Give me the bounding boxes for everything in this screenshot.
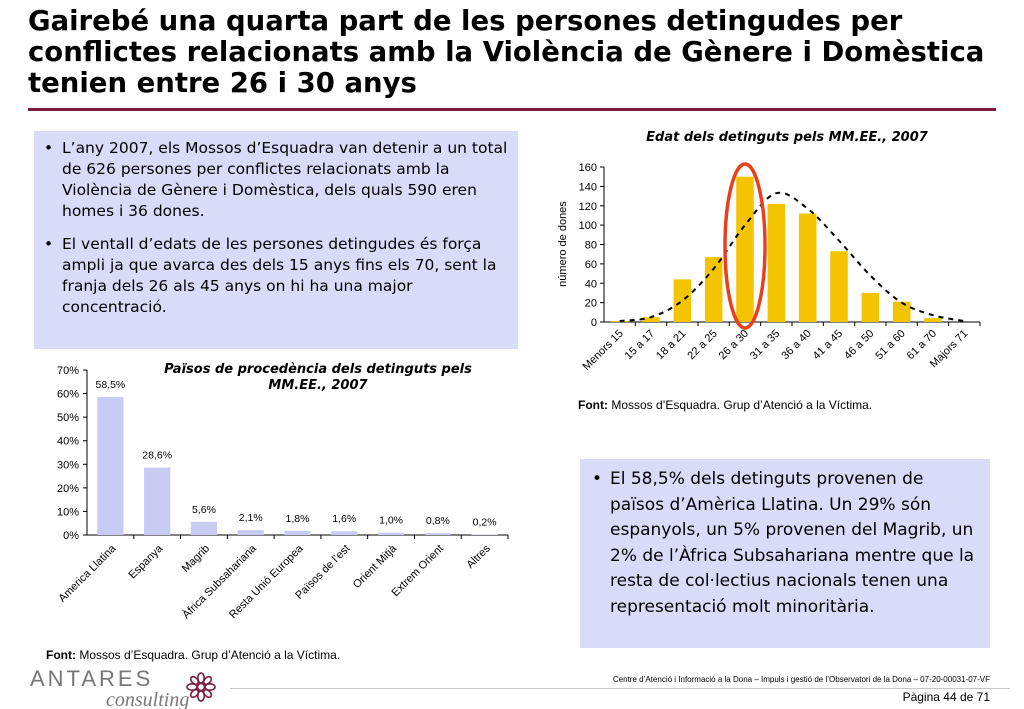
country-y-tick-label: 0% — [63, 530, 79, 542]
bullet-item: • El ventall d’edats de les persones deti… — [40, 234, 510, 318]
age-bar — [673, 279, 692, 322]
page-title: Gairebé una quarta part de les persones … — [28, 5, 985, 99]
summary-text-box: • L’any 2007, els Mossos d’Esquadra van d… — [34, 131, 518, 349]
age-trend-curve — [619, 191, 965, 323]
country-y-tick-label: 40% — [57, 436, 79, 448]
highlight-ellipse — [723, 162, 767, 330]
country-bar — [377, 532, 405, 535]
country-chart-source: Font: Mossos d’Esquadra. Grup d’Atenció … — [46, 648, 340, 662]
age-bar — [892, 301, 911, 322]
age-bar — [830, 251, 848, 322]
country-y-tick-label: 10% — [57, 506, 79, 518]
country-x-tick-label: Magrib — [180, 543, 212, 575]
age-y-tick-label: 40 — [585, 278, 597, 290]
bullet-icon: • — [44, 235, 54, 253]
country-data-label: 0,8% — [426, 515, 450, 527]
source-label: Font: — [46, 648, 76, 662]
country-data-label: 58,5% — [95, 379, 125, 391]
country-data-label: 0,2% — [473, 517, 497, 529]
country-bar — [331, 531, 358, 535]
age-y-tick-label: 60 — [585, 259, 597, 271]
age-bar — [610, 321, 629, 322]
country-y-tick-label: 30% — [57, 459, 79, 471]
age-bar — [861, 292, 880, 322]
age-bar — [736, 176, 754, 322]
age-chart-title: Edat dels detinguts pels MM.EE., 2007 — [646, 130, 929, 145]
country-data-label: 28,6% — [142, 450, 172, 462]
country-bar — [424, 533, 451, 535]
country-bar — [190, 521, 218, 535]
source-label: Font: — [578, 398, 608, 412]
country-x-tick-label: America Llatina — [56, 542, 119, 605]
country-bar — [144, 467, 171, 535]
age-y-tick-label: 100 — [579, 220, 597, 232]
footer-divider — [230, 688, 1010, 689]
age-y-axis-label: número de dones — [557, 201, 569, 287]
country-data-label: 1,6% — [332, 513, 356, 525]
age-y-tick-label: 0 — [591, 317, 597, 329]
bullet-text: El ventall d’edats de les persones detin… — [62, 235, 497, 316]
title-divider — [28, 108, 996, 111]
age-bar — [767, 203, 786, 322]
country-y-tick-label: 50% — [57, 412, 79, 424]
bullet-icon: • — [592, 469, 603, 489]
source-text: Mossos d’Esquadra. Grup d’Atenció a la V… — [75, 648, 341, 662]
flower-logo-icon — [186, 672, 216, 702]
country-bar — [284, 530, 311, 535]
country-bar — [237, 530, 264, 535]
country-data-label: 1,8% — [286, 513, 310, 525]
age-y-tick-label: 140 — [579, 181, 597, 193]
country-y-tick-label: 60% — [57, 389, 79, 401]
origin-text-box: • El 58,5% dels detinguts provenen de paï… — [580, 459, 990, 648]
age-bar — [798, 213, 817, 322]
bullet-item: • L’any 2007, els Mossos d’Esquadra van d… — [40, 138, 510, 222]
bullet-text: L’any 2007, els Mossos d’Esquadra van de… — [62, 139, 508, 220]
country-chart-title: Països de procedència dels detinguts pel… — [164, 362, 472, 393]
country-x-tick-label: Espanya — [127, 542, 166, 581]
country-y-tick-label: 20% — [57, 483, 79, 495]
age-chart-source: Font: Mossos d’Esquadra. Grup d’Atenció … — [578, 398, 872, 412]
footer-text: Centre d’Atenció i Informació a la Dona … — [612, 675, 990, 684]
logo-wordmark: ANTARES — [30, 666, 154, 691]
company-logo: ANTARES consulting — [30, 668, 189, 709]
country-data-label: 2,1% — [239, 512, 263, 524]
age-y-tick-label: 80 — [585, 240, 597, 252]
country-data-label: 1,0% — [379, 515, 403, 527]
age-y-tick-label: 120 — [579, 201, 597, 213]
country-bar — [97, 397, 124, 535]
age-bar — [924, 318, 942, 322]
logo-subtitle: consulting — [106, 689, 190, 709]
country-y-tick-label: 70% — [57, 365, 79, 377]
country-chart-title-line: MM.EE., 2007 — [268, 378, 368, 393]
country-x-tick-label: Orient Mitjà — [351, 542, 400, 591]
source-text: Mossos d’Esquadra. Grup d’Atenció a la V… — [607, 398, 873, 412]
age-y-tick-label: 20 — [585, 298, 597, 310]
page-number: Pàgina 44 de 71 — [902, 690, 990, 704]
age-y-tick-label: 160 — [579, 162, 597, 174]
age-bar — [704, 257, 723, 322]
country-data-label: 5,6% — [192, 504, 216, 516]
country-x-tick-label: Altres — [464, 542, 493, 571]
bullet-icon: • — [44, 139, 54, 157]
country-chart-title-line: Països de procedència dels detinguts pel… — [164, 362, 472, 377]
bullet-item: • El 58,5% dels detinguts provenen de paï… — [588, 467, 982, 620]
age-bar — [642, 317, 660, 322]
bullet-text: El 58,5% dels detinguts provenen de païs… — [610, 469, 975, 617]
